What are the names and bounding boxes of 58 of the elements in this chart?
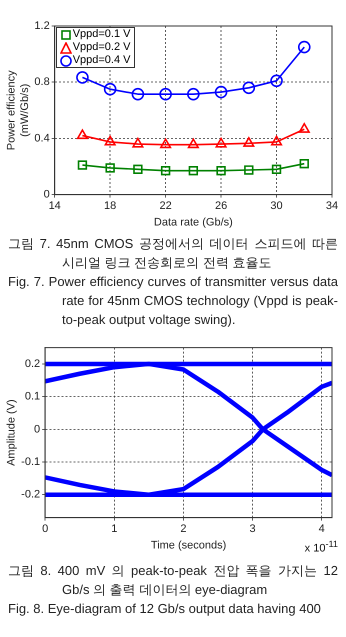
point	[133, 164, 143, 174]
point	[216, 138, 227, 148]
point	[216, 166, 226, 176]
point	[243, 137, 254, 147]
point	[244, 165, 254, 175]
x-tick-label: 2	[180, 523, 186, 536]
x-tick-label: 34	[326, 200, 338, 212]
x-axis-title: Time (seconds)	[150, 539, 226, 552]
point	[214, 86, 228, 98]
caption: 그림 8. 400 mV 의 peak-to-peak 전압 폭을 가지는 12 Gb/s 의 출력 데이터의 eye-diagram	[7, 562, 339, 599]
y-tick-label: 0.8	[34, 76, 50, 88]
y-tick-label: 1.2	[34, 20, 50, 32]
point	[76, 71, 89, 84]
y-tick-label: -0.1	[21, 456, 40, 468]
y-axis-title: Amplitude (V)	[6, 399, 18, 466]
point	[187, 88, 200, 100]
legend-label: Vppd=0.1 V	[72, 28, 130, 41]
point	[242, 82, 256, 94]
point	[105, 163, 115, 173]
point	[104, 82, 116, 96]
point	[272, 164, 282, 174]
y-tick-label: 0	[34, 423, 40, 436]
x-tick-label: 26	[214, 200, 228, 212]
y-axis-title: Power efficiency (mW/Gb/s)	[6, 70, 31, 150]
x-tick-label: 22	[159, 200, 172, 212]
point	[270, 74, 283, 88]
x-tick-label: 3	[249, 523, 256, 536]
x-axis-title: Data rate (Gb/s)	[154, 216, 233, 228]
x-tick-label: 4	[318, 523, 325, 536]
point	[298, 122, 310, 133]
point	[160, 166, 170, 176]
x-tick-label: 1	[111, 523, 118, 536]
y-tick-label: 0	[44, 188, 50, 201]
y-tick-label: 0.2	[24, 358, 40, 370]
legend-label: Vppd=0.4 V	[72, 54, 130, 67]
text: x 10$^{-11}$	[304, 539, 338, 555]
x-tick-label: 30	[270, 200, 283, 212]
point	[298, 40, 311, 54]
point	[76, 129, 88, 140]
caption: Fig. 8. Eye-diagram of 12 Gb/s output data having 400	[7, 600, 322, 618]
point	[132, 138, 144, 148]
point	[270, 136, 282, 146]
caption: Fig. 7. Power efficiency curves of transmitter versus data rate for 45nm CMOS technology (Vppd is peak-to-peak output voltage swing).	[7, 273, 339, 329]
point	[188, 166, 198, 176]
point	[78, 160, 88, 170]
caption: 그림 7. 45nm CMOS 공정에서의 데이터 스피드에 따른 시리얼 링크 전송회로의 전력 효율도	[7, 235, 339, 272]
point	[104, 136, 116, 146]
point	[188, 138, 199, 148]
x-tick-label: 18	[104, 200, 116, 212]
point	[159, 88, 172, 100]
x-tick-label: 14	[48, 200, 61, 212]
point	[132, 88, 144, 100]
y-tick-label: 0.1	[24, 390, 40, 403]
y-tick-label: -0.2	[21, 488, 40, 501]
y-tick-label: 0.4	[34, 132, 50, 144]
point	[300, 159, 309, 168]
point	[160, 138, 172, 148]
legend-label: Vppd=0.2 V	[72, 41, 130, 54]
